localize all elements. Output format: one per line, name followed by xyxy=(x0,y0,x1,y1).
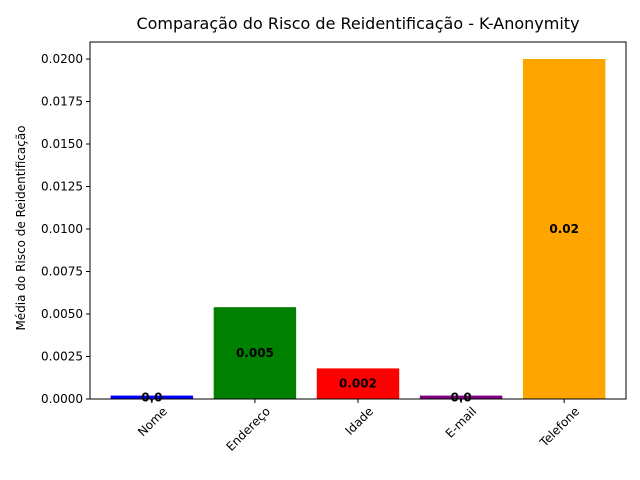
x-tick-label: Telefone xyxy=(536,404,582,450)
bar-value-label: 0.005 xyxy=(236,346,274,360)
y-tick-label: 0.0200 xyxy=(41,52,83,66)
x-tick-label: E-mail xyxy=(443,404,480,441)
x-tick-label: Nome xyxy=(135,404,170,439)
bar-value-label: 0.0 xyxy=(141,390,162,404)
y-tick-label: 0.0125 xyxy=(41,180,83,194)
x-tick-label: Idade xyxy=(343,404,377,438)
bar-value-label: 0.002 xyxy=(339,377,377,391)
y-axis-label: Média do Risco de Reidentificação xyxy=(14,125,28,330)
bar-idade xyxy=(316,368,400,399)
x-axis: Nome Endereço Idade E-mail Telefone xyxy=(135,399,582,454)
chart-title: Comparação do Risco de Reidentificação -… xyxy=(136,14,579,33)
data-labels-group: 0.0 0.005 0.002 0.0 0.02 xyxy=(141,222,579,404)
x-tick-label: Endereço xyxy=(223,404,273,454)
y-tick-label: 0.0075 xyxy=(41,265,83,279)
bar-telefone xyxy=(522,59,606,399)
y-tick-label: 0.0050 xyxy=(41,307,83,321)
y-tick-label: 0.0025 xyxy=(41,350,83,364)
y-tick-label: 0.0000 xyxy=(41,392,83,406)
bar-e-mail xyxy=(419,395,503,399)
bar-endere-o xyxy=(213,307,297,399)
plot-frame xyxy=(89,41,627,400)
y-tick-label: 0.0175 xyxy=(41,95,83,109)
bar-value-label: 0.0 xyxy=(450,390,471,404)
y-tick-label: 0.0150 xyxy=(41,137,83,151)
bar-value-label: 0.02 xyxy=(549,222,579,236)
bars-group xyxy=(110,59,606,399)
y-axis: 0.0000 0.0025 0.0050 0.0075 0.0100 0.0125 0.01… xyxy=(41,52,90,406)
y-tick-label: 0.0100 xyxy=(41,222,83,236)
bar-nome xyxy=(110,395,194,399)
